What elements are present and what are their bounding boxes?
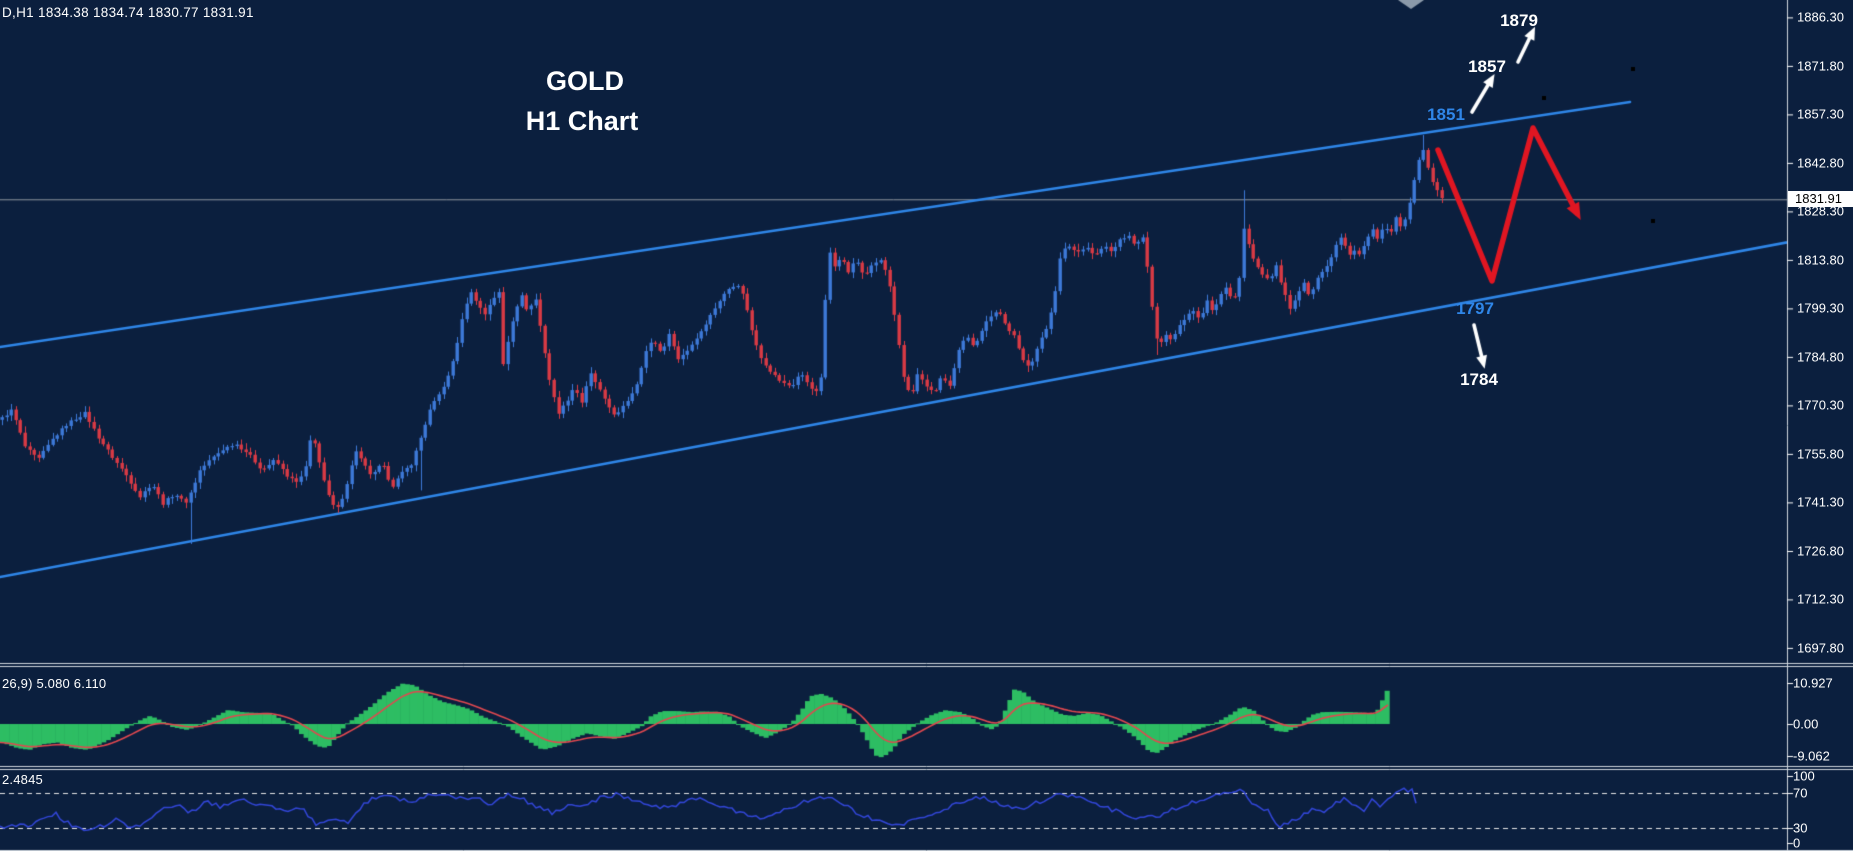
annotation-target-1857: 1857 — [1468, 57, 1506, 76]
current-price-box: 1831.91 — [1788, 191, 1853, 207]
price-axis-label: 1842.80 — [1797, 155, 1844, 171]
annotation-target-1879: 1879 — [1500, 11, 1538, 30]
rsi-axis-label: 100 — [1793, 768, 1815, 784]
macd-indicator-label: 26,9) 5.080 6.110 — [2, 676, 107, 691]
price-axis-label: 1712.30 — [1797, 591, 1844, 607]
price-axis-label: 1697.80 — [1797, 640, 1844, 656]
price-axis-label: 1828.30 — [1797, 203, 1844, 219]
rsi-indicator-label: 2.4845 — [2, 772, 43, 787]
annotation-channel-bottom-1797: 1797 — [1456, 299, 1494, 318]
chart-subtitle: H1 Chart — [525, 106, 639, 136]
rsi-axis-label: 0 — [1793, 835, 1801, 851]
annotation-target-1784: 1784 — [1460, 370, 1498, 389]
macd-axis-label: 0.00 — [1793, 716, 1819, 732]
price-axis-label: 1871.80 — [1797, 58, 1844, 74]
price-axis-label: 1755.80 — [1797, 446, 1844, 462]
rsi-axis-label: 70 — [1793, 785, 1808, 801]
price-axis-label: 1784.80 — [1797, 349, 1844, 365]
macd-axis-label: -9.062 — [1793, 748, 1830, 764]
price-axis-label: 1741.30 — [1797, 494, 1844, 510]
price-axis-label: 1886.30 — [1797, 9, 1844, 25]
price-axis-label: 1799.30 — [1797, 300, 1844, 316]
ohlc-info-line: D,H1 1834.38 1834.74 1830.77 1831.91 — [2, 5, 254, 20]
macd-axis-label: 10.927 — [1793, 675, 1833, 691]
chart-title: GOLD — [546, 66, 624, 96]
price-axis-label: 1857.30 — [1797, 106, 1844, 122]
annotation-channel-top-1851: 1851 — [1427, 105, 1465, 124]
price-axis-label: 1770.30 — [1797, 397, 1844, 413]
rsi-axis-label: 30 — [1793, 820, 1808, 836]
price-axis-label: 1726.80 — [1797, 543, 1844, 559]
price-axis-label: 1813.80 — [1797, 252, 1844, 268]
